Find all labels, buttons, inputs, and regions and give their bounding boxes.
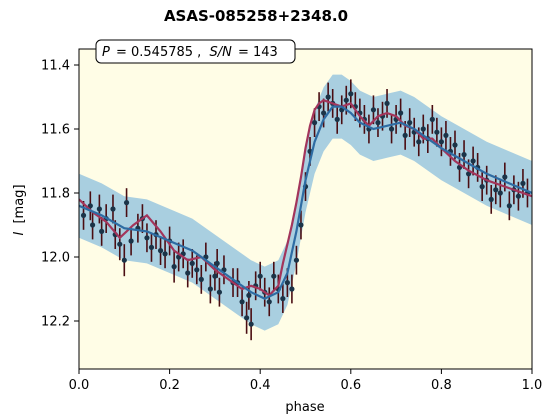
data-point — [416, 139, 422, 145]
x-axis-label: phase — [285, 400, 324, 415]
data-point — [80, 212, 87, 218]
data-point — [438, 139, 444, 145]
plot-frame — [78, 48, 533, 370]
y-tick-label: 12.0 — [41, 251, 70, 266]
data-point — [121, 257, 127, 263]
data-point — [216, 289, 223, 295]
x-tick-label: 0.4 — [250, 378, 271, 393]
data-point — [171, 264, 177, 270]
data-point — [348, 91, 354, 97]
data-point — [479, 184, 485, 190]
period-value: = 0.545785 , — [116, 45, 201, 60]
data-point — [123, 200, 130, 206]
data-point — [502, 174, 508, 180]
y-axis-unit: [mag] — [12, 184, 27, 223]
data-point — [271, 273, 277, 279]
data-point — [311, 120, 318, 126]
data-point — [402, 132, 408, 138]
chart-title: ASAS-085258+2348.0 — [164, 7, 348, 25]
x-tick-label: 0.0 — [69, 378, 90, 393]
data-point — [520, 180, 526, 186]
data-point — [420, 126, 426, 132]
data-point — [185, 270, 191, 276]
data-point — [214, 260, 220, 266]
x-tick-label: 0.6 — [340, 378, 361, 393]
data-point — [87, 203, 93, 209]
data-point — [257, 273, 263, 279]
y-tick-label: 11.4 — [41, 59, 70, 74]
data-point — [248, 321, 254, 327]
data-point — [157, 248, 164, 254]
data-point — [207, 286, 213, 292]
data-point — [506, 203, 512, 209]
annotation-text: P = 0.545785 , S/N = 143 — [102, 45, 278, 60]
data-point — [244, 315, 250, 321]
data-point — [461, 152, 467, 158]
data-point — [325, 94, 331, 100]
data-point — [148, 244, 155, 250]
data-point — [398, 110, 404, 116]
x-axis-ticks: 0.0 0.2 0.4 0.6 0.8 1.0 — [69, 369, 543, 393]
data-point — [246, 292, 252, 298]
x-tick-label: 0.8 — [431, 378, 452, 393]
x-tick-label: 0.2 — [159, 378, 180, 393]
annotation-box — [95, 39, 296, 64]
data-point — [99, 228, 105, 234]
data-point — [493, 187, 499, 193]
data-point — [128, 238, 134, 244]
y-tick-label: 11.6 — [41, 123, 70, 138]
fit-curve — [79, 105, 532, 300]
data-point — [298, 222, 304, 228]
data-point — [284, 280, 290, 286]
data-point — [388, 126, 395, 132]
data-point — [117, 241, 123, 247]
sn-value: = 143 — [238, 45, 278, 60]
data-point — [443, 132, 449, 138]
y-axis-label: I [mag] — [12, 184, 27, 235]
data-point — [515, 193, 522, 199]
y-axis-ticks: 11.4 11.6 11.8 12.0 12.2 — [41, 59, 79, 330]
data-point — [434, 129, 440, 135]
data-point — [194, 267, 200, 273]
data-point — [289, 286, 295, 292]
x-tick-label: 1.0 — [522, 378, 543, 393]
data-point — [110, 206, 116, 212]
data-point — [144, 235, 150, 241]
data-point — [89, 222, 96, 228]
data-point — [470, 158, 476, 164]
data-point — [266, 299, 272, 305]
data-point — [375, 120, 381, 126]
y-tick-label: 11.8 — [41, 187, 70, 202]
model-curve — [79, 98, 532, 297]
data-point — [488, 196, 494, 202]
sn-symbol: S/N — [209, 45, 232, 60]
data-point — [293, 257, 300, 263]
data-point — [198, 276, 204, 282]
y-axis-symbol: I — [12, 232, 27, 236]
data-point — [334, 116, 340, 122]
data-point — [239, 299, 245, 305]
data-point — [96, 206, 102, 212]
data-point — [212, 273, 218, 279]
data-point — [384, 100, 390, 106]
data-point — [343, 97, 349, 103]
data-point — [280, 296, 286, 302]
data-point — [162, 251, 168, 257]
data-point — [429, 116, 435, 122]
data-point — [321, 110, 327, 116]
data-point — [370, 107, 377, 113]
data-point — [189, 260, 195, 266]
period-symbol: P — [102, 45, 110, 60]
data-point — [452, 142, 458, 148]
data-point — [407, 120, 413, 126]
data-point — [497, 190, 503, 196]
y-tick-label: 12.2 — [41, 315, 70, 330]
